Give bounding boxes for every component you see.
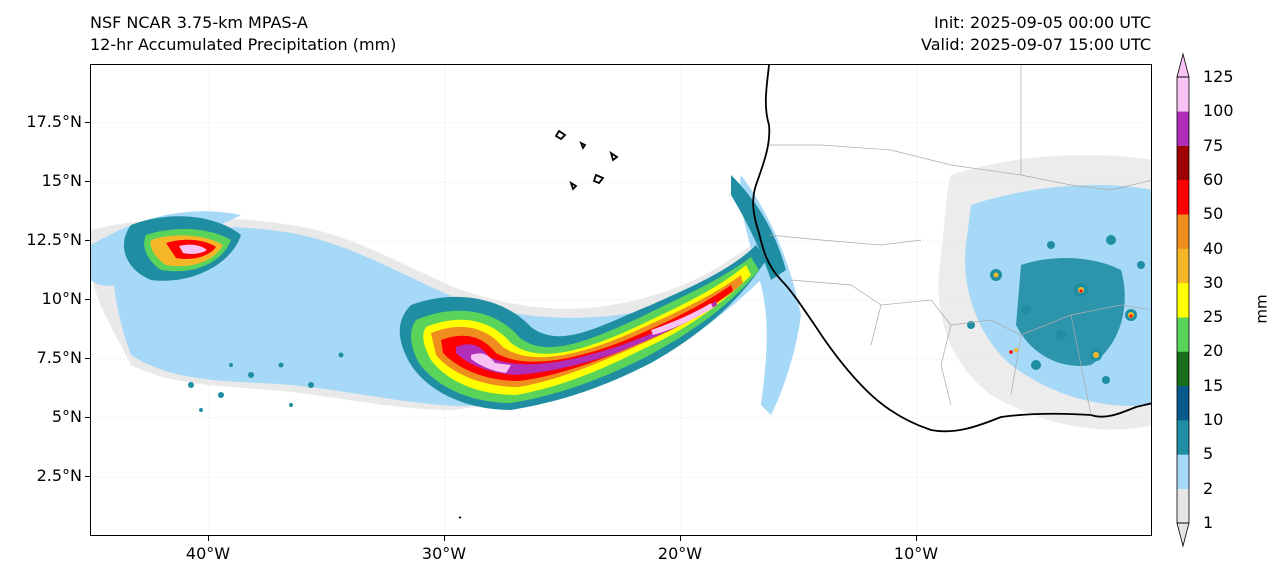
lat-label: 12.5°N xyxy=(26,230,82,249)
coastline xyxy=(458,65,1151,519)
colorbar-tick-label: 40 xyxy=(1203,238,1224,258)
lon-label: 40°W xyxy=(185,544,231,563)
lon-label: 10°W xyxy=(893,544,939,563)
lat-tick xyxy=(85,299,90,300)
colorbar-segment xyxy=(1177,145,1189,181)
colorbar-tick-label: 5 xyxy=(1203,444,1214,464)
colorbar-segment xyxy=(1177,420,1189,455)
colorbar-max-extension xyxy=(1176,52,1190,78)
title-left: NSF NCAR 3.75-km MPAS-A 12-hr Accumulate… xyxy=(90,12,396,56)
colorbar-tick-label: 2 xyxy=(1203,478,1214,498)
colorbar-segments xyxy=(1177,77,1189,524)
title-right: Init: 2025-09-05 00:00 UTC Valid: 2025-0… xyxy=(921,12,1151,56)
map-panel xyxy=(90,64,1152,536)
colorbar-tick-label: 50 xyxy=(1203,204,1224,224)
precip-cells-africa-red xyxy=(1009,289,1133,354)
colorbar-tick-label: 75 xyxy=(1203,135,1224,155)
init-time: Init: 2025-09-05 00:00 UTC xyxy=(933,13,1151,32)
colorbar-tick-label: 60 xyxy=(1203,169,1224,189)
colorbar-segment xyxy=(1177,77,1189,112)
colorbar-tick-label: 100 xyxy=(1203,101,1234,121)
precip-cells-west xyxy=(188,352,344,412)
lon-tick xyxy=(916,536,917,541)
colorbar-tick-label: 125 xyxy=(1203,67,1234,86)
colorbar-segment xyxy=(1177,317,1189,352)
colorbar-segment xyxy=(1177,179,1189,215)
colorbar-segment xyxy=(1177,454,1189,489)
precipitation-map xyxy=(91,65,1151,535)
colorbar-segment xyxy=(1177,385,1189,421)
colorbar-segment xyxy=(1177,351,1189,387)
colorbar-outline xyxy=(1176,76,1190,524)
lat-tick xyxy=(85,358,90,359)
colorbar-units: mm xyxy=(1252,294,1271,324)
lon-label: 20°W xyxy=(657,544,703,563)
precip-light-layer xyxy=(91,155,1151,430)
colorbar xyxy=(1176,52,1190,548)
field-title: 12-hr Accumulated Precipitation (mm) xyxy=(90,35,397,54)
lat-label: 2.5°N xyxy=(36,466,82,485)
colorbar-segment xyxy=(1177,488,1189,524)
colorbar-segment xyxy=(1177,282,1189,318)
colorbar-tick-label: 20 xyxy=(1203,341,1224,361)
colorbar-tick-label: 25 xyxy=(1203,307,1224,327)
lat-tick xyxy=(85,181,90,182)
lat-label: 17.5°N xyxy=(26,112,82,131)
lat-tick xyxy=(85,417,90,418)
lat-tick xyxy=(85,240,90,241)
lat-tick xyxy=(85,476,90,477)
colorbar-segment xyxy=(1177,111,1189,146)
lat-tick xyxy=(85,122,90,123)
valid-time: Valid: 2025-09-07 15:00 UTC xyxy=(920,35,1151,54)
colorbar-segment xyxy=(1177,248,1189,284)
colorbar-min-extension xyxy=(1176,522,1190,548)
lat-label: 15°N xyxy=(41,171,82,190)
precip-extreme-layer xyxy=(166,239,743,387)
lon-label: 30°W xyxy=(421,544,467,563)
colorbar-tick-label: 1 xyxy=(1203,513,1214,532)
lon-tick xyxy=(208,536,209,541)
colorbar-tick-label: 30 xyxy=(1203,272,1224,292)
lon-tick xyxy=(444,536,445,541)
lat-label: 10°N xyxy=(41,289,82,308)
country-borders xyxy=(768,65,1151,416)
colorbar-tick-label: 10 xyxy=(1203,410,1224,430)
model-title: NSF NCAR 3.75-km MPAS-A xyxy=(90,13,308,32)
lon-tick xyxy=(680,536,681,541)
colorbar-tick-label: 15 xyxy=(1203,375,1224,395)
colorbar-segment xyxy=(1177,214,1189,249)
lat-label: 7.5°N xyxy=(36,348,82,367)
lat-label: 5°N xyxy=(51,407,82,426)
